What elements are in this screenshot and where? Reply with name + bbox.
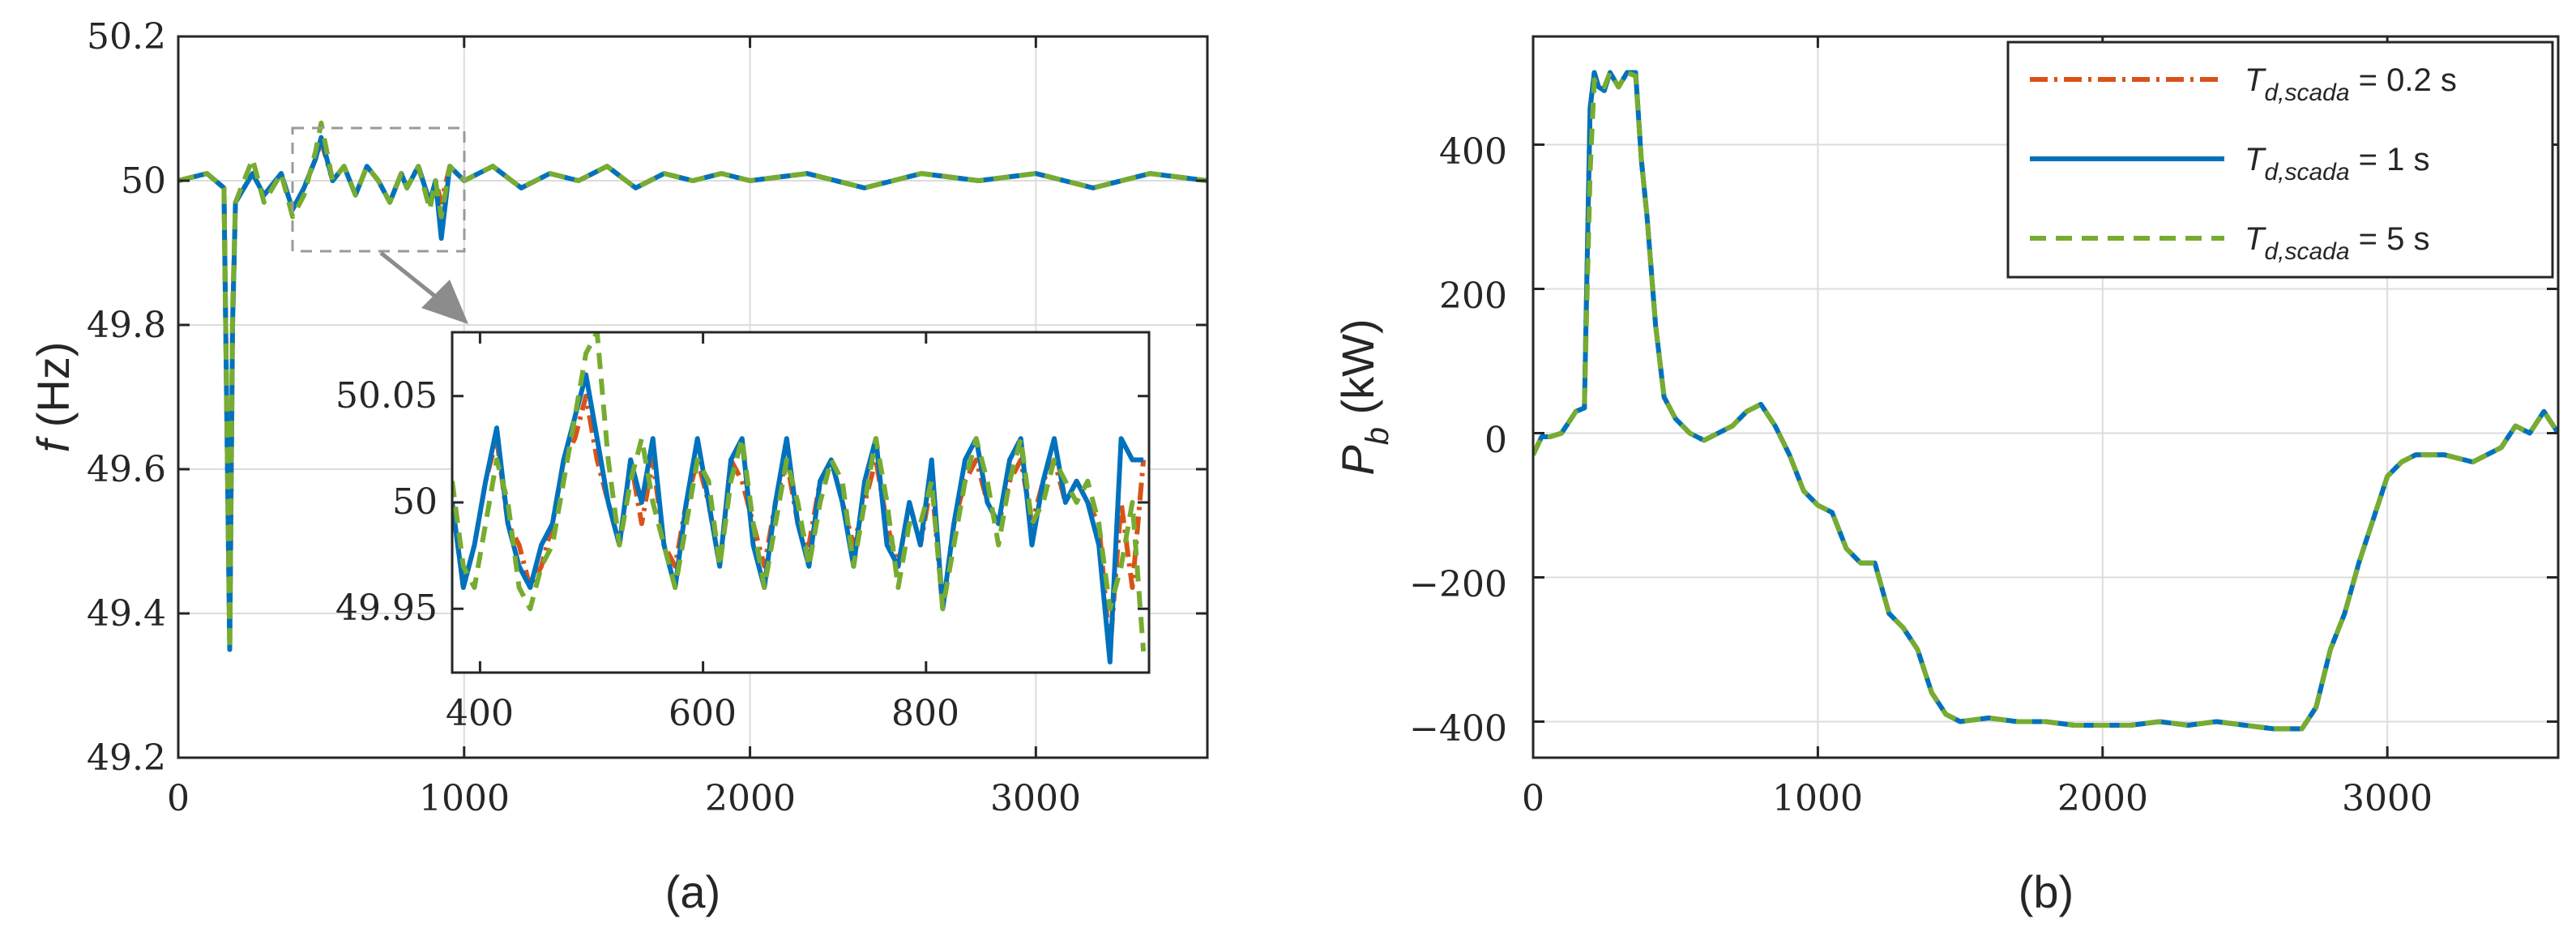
inset-ytick-label: 50.05 <box>335 375 438 417</box>
panel-a-ytick-label: 49.2 <box>87 737 166 779</box>
panel-b-power-chart: −400 −200 0 200 400 0 1000 2000 3000 Pb … <box>1332 35 2560 917</box>
inset-xtick-label: 600 <box>669 693 737 734</box>
panel-a-frequency-chart: 49.2 49.4 49.6 49.8 50 50.2 0 1000 2000 … <box>28 16 1209 917</box>
legend-entry-1s: Td,scada = 1 s <box>2245 142 2429 186</box>
panel-a-ytick-label: 50.2 <box>87 16 166 58</box>
panel-a-xtick-label: 2000 <box>705 778 796 819</box>
panel-b-label: (b) <box>2019 866 2074 917</box>
zoom-arrow-line <box>379 251 443 303</box>
legend-symbol: T <box>2245 62 2266 98</box>
panel-b-ytick-label: 400 <box>1439 131 1507 173</box>
panel-b-xtick-label: 2000 <box>2057 778 2148 819</box>
legend-value: = 1 s <box>2350 142 2430 177</box>
panel-b-ylabel-symbol: P <box>1332 445 1383 475</box>
inset-tick-marks <box>452 332 1149 673</box>
panel-b-ylabel-unit: (kW) <box>1332 318 1383 427</box>
legend-symbol: T <box>2245 142 2266 177</box>
inset-xtick-label: 400 <box>446 693 514 734</box>
legend-symbol: T <box>2245 221 2266 257</box>
panel-a-ytick-label: 49.6 <box>87 449 166 490</box>
panel-b-ylabel-subscript: b <box>1360 427 1395 445</box>
panel-b-xtick-label: 0 <box>1522 778 1544 819</box>
inset-ytick-label: 50 <box>392 481 438 523</box>
panel-b-ytick-label: 200 <box>1439 276 1507 317</box>
series-group <box>452 332 1147 664</box>
panel-a-xtick-label: 1000 <box>419 778 510 819</box>
zoom-arrow-head <box>421 280 468 324</box>
series-line-t-d-scada-5-s <box>452 332 1147 652</box>
series-line-t-d-scada-5-s <box>1533 70 2558 732</box>
panel-b-ytick-label: −200 <box>1409 564 1507 605</box>
zoom-region-box <box>291 126 466 253</box>
legend-subscript: d,scada <box>2264 79 2349 106</box>
inset-background <box>452 332 1149 673</box>
panel-b-ytick-label: 0 <box>1485 420 1507 461</box>
panel-a-ylabel-unit: (Hz) <box>28 342 79 440</box>
panel-b-axes-box <box>1532 35 2560 759</box>
panel-b-xtick-label: 1000 <box>1772 778 1863 819</box>
panel-a-xtick-label: 3000 <box>990 778 1081 819</box>
panel-a-ytick-label: 49.8 <box>87 305 166 346</box>
legend: Td,scada = 0.2 s Td,scada = 1 s Td,scada… <box>2006 41 2554 279</box>
inset-plot-area <box>452 332 1147 664</box>
panel-a-tick-marks <box>177 35 1207 759</box>
legend-value: = 5 s <box>2350 221 2430 257</box>
panel-a-ylabel: f (Hz) <box>28 342 79 453</box>
panel-b-ytick-label: −400 <box>1409 708 1507 750</box>
series-group <box>1533 70 2558 732</box>
inset-zoom-chart: 49.95 50 50.05 400 600 800 <box>335 331 1151 734</box>
panel-b-plot-area <box>1533 70 2558 732</box>
panel-a-ytick-label: 49.4 <box>87 593 166 634</box>
inset-ytick-label: 49.95 <box>335 588 438 629</box>
legend-subscript: d,scada <box>2264 159 2349 186</box>
legend-entry-5s: Td,scada = 5 s <box>2245 221 2429 265</box>
panel-a-plot-area <box>178 120 1207 652</box>
panel-a-label: (a) <box>665 866 720 917</box>
series-group <box>178 120 1207 652</box>
panel-a-ytick-label: 50 <box>121 160 166 202</box>
legend-entry-0.2s: Td,scada = 0.2 s <box>2245 62 2457 106</box>
legend-value: = 0.2 s <box>2350 62 2457 98</box>
inset-xtick-label: 800 <box>891 693 959 734</box>
panel-a-axes-box <box>177 35 1209 759</box>
panel-b-ylabel: Pb (kW) <box>1332 318 1395 475</box>
panel-a-xtick-label: 0 <box>167 778 190 819</box>
legend-subscript: d,scada <box>2264 238 2349 265</box>
panel-b-xtick-label: 3000 <box>2342 778 2433 819</box>
